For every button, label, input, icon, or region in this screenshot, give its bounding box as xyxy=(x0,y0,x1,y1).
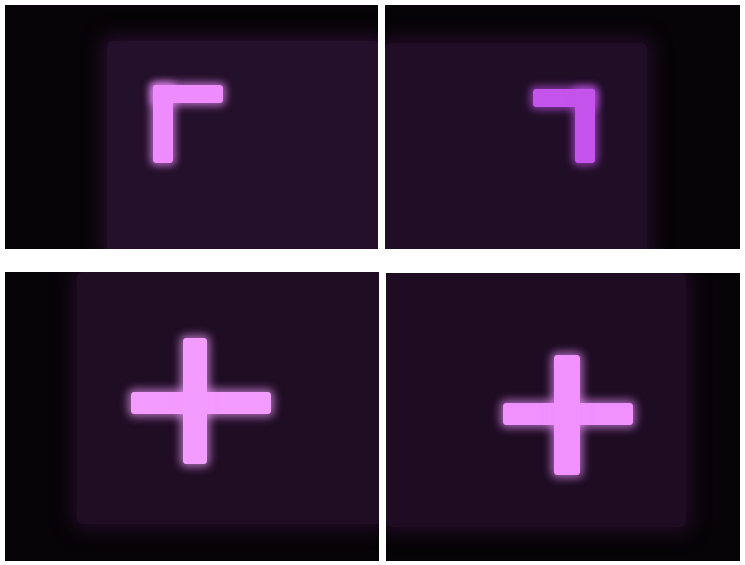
panel-top-right xyxy=(385,5,740,249)
plus-marker-icon xyxy=(131,338,273,464)
panel-bottom-right xyxy=(386,273,740,561)
corner-marker-top-left-icon xyxy=(153,85,225,165)
corner-marker-top-right-icon xyxy=(533,89,595,165)
display-screen xyxy=(385,43,647,249)
plus-marker-icon xyxy=(503,355,635,477)
panel-bottom-left xyxy=(5,272,379,561)
display-screen xyxy=(107,41,378,249)
display-screen xyxy=(386,273,686,527)
panel-top-left xyxy=(5,5,378,249)
